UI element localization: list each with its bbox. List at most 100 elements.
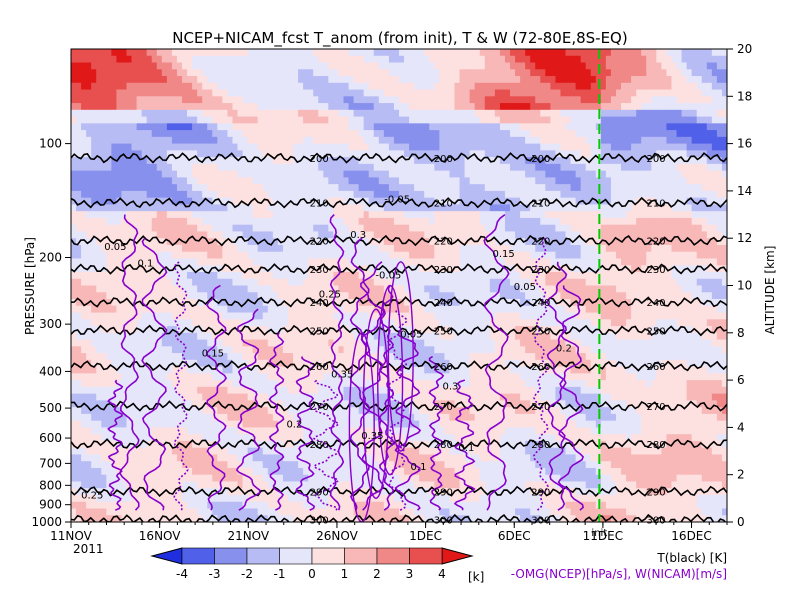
anomaly-cell	[141, 312, 148, 320]
anomaly-cell	[161, 461, 168, 469]
anomaly-cell	[267, 474, 274, 483]
anomaly-cell	[348, 447, 355, 456]
anomaly-cell	[86, 231, 92, 239]
anomaly-cell	[252, 150, 259, 158]
anomaly-cell	[207, 204, 213, 212]
anomaly-cell	[348, 292, 355, 300]
anomaly-cell	[212, 265, 218, 273]
anomaly-cell	[414, 508, 420, 516]
anomaly-cell	[106, 494, 112, 503]
anomaly-cell	[156, 224, 163, 233]
anomaly-cell	[313, 319, 319, 327]
anomaly-cell	[101, 386, 107, 395]
anomaly-cell	[313, 251, 319, 260]
anomaly-cell	[308, 116, 314, 124]
anomaly-cell	[192, 299, 198, 307]
anomaly-cell	[161, 353, 168, 361]
anomaly-cell	[328, 434, 334, 442]
anomaly-cell	[71, 184, 77, 192]
anomaly-cell	[323, 454, 329, 462]
anomaly-cell	[353, 420, 360, 428]
anomaly-cell	[151, 467, 158, 476]
anomaly-cell	[86, 278, 92, 287]
anomaly-cell	[272, 82, 279, 91]
anomaly-cell	[106, 76, 112, 84]
anomaly-cell	[399, 319, 405, 327]
anomaly-cell	[222, 244, 229, 253]
anomaly-cell	[106, 184, 112, 192]
anomaly-cell	[71, 454, 77, 462]
anomaly-cell	[106, 447, 112, 456]
anomaly-cell	[287, 69, 294, 77]
anomaly-cell	[399, 474, 405, 483]
anomaly-cell	[414, 136, 420, 145]
anomaly-cell	[262, 380, 269, 388]
anomaly-cell	[323, 76, 329, 84]
anomaly-cell	[187, 123, 193, 131]
anomaly-cell	[116, 278, 123, 287]
anomaly-cell	[388, 123, 395, 131]
anomaly-cell	[202, 55, 208, 64]
anomaly-cell	[409, 62, 415, 70]
anomaly-cell	[187, 62, 193, 70]
anomaly-cell	[343, 163, 350, 172]
anomaly-cell	[429, 136, 435, 145]
anomaly-cell	[116, 136, 123, 145]
anomaly-cell	[166, 231, 173, 239]
anomaly-cell	[207, 224, 213, 233]
anomaly-cell	[71, 413, 77, 422]
anomaly-cell	[141, 434, 148, 442]
anomaly-cell	[197, 204, 203, 212]
anomaly-cell	[207, 292, 213, 300]
anomaly-cell	[121, 427, 128, 435]
anomaly-cell	[383, 224, 390, 233]
anomaly-cell	[86, 96, 92, 104]
anomaly-cell	[262, 481, 269, 489]
anomaly-cell	[282, 136, 289, 145]
anomaly-cell	[343, 258, 350, 266]
anomaly-cell	[414, 130, 420, 138]
anomaly-cell	[328, 69, 334, 77]
anomaly-cell	[207, 488, 213, 496]
anomaly-cell	[126, 231, 133, 239]
anomaly-cell	[126, 217, 133, 226]
anomaly-cell	[287, 481, 294, 489]
anomaly-cell	[227, 366, 234, 374]
anomaly-cell	[399, 89, 405, 97]
anomaly-cell	[136, 143, 143, 151]
anomaly-cell	[232, 427, 239, 435]
anomaly-cell	[298, 197, 304, 206]
anomaly-cell	[156, 251, 163, 260]
anomaly-cell	[96, 380, 102, 388]
anomaly-cell	[212, 244, 218, 253]
anomaly-cell	[373, 299, 380, 307]
anomaly-cell	[358, 184, 365, 192]
anomaly-cell	[217, 434, 223, 442]
anomaly-cell	[267, 103, 274, 111]
anomaly-cell	[298, 461, 304, 469]
anomaly-cell	[298, 238, 304, 246]
anomaly-cell	[126, 211, 133, 219]
anomaly-cell	[338, 170, 345, 178]
anomaly-cell	[217, 292, 223, 300]
anomaly-cell	[267, 150, 274, 158]
anomaly-cell	[111, 461, 118, 469]
anomaly-cell	[151, 285, 158, 293]
anomaly-cell	[313, 49, 319, 57]
anomaly-cell	[399, 103, 405, 111]
anomaly-cell	[424, 116, 430, 124]
anomaly-cell	[131, 278, 138, 287]
anomaly-cell	[151, 177, 158, 185]
anomaly-cell	[282, 359, 289, 368]
anomaly-cell	[257, 177, 264, 185]
anomaly-cell	[161, 285, 168, 293]
anomaly-cell	[247, 461, 254, 469]
anomaly-cell	[176, 217, 183, 226]
anomaly-cell	[409, 346, 415, 354]
anomaly-cell	[131, 197, 138, 206]
anomaly-cell	[141, 211, 148, 219]
anomaly-cell	[388, 211, 395, 219]
anomaly-cell	[242, 177, 249, 185]
anomaly-cell	[227, 231, 234, 239]
anomaly-cell	[404, 157, 410, 165]
